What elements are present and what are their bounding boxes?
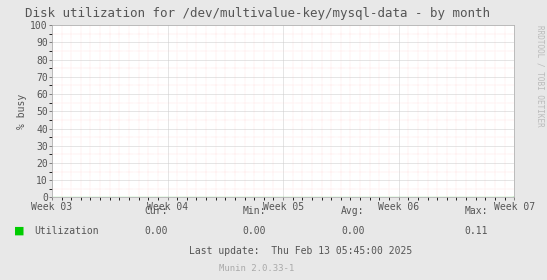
Text: Avg:: Avg: xyxy=(341,206,364,216)
Text: 0.00: 0.00 xyxy=(144,226,167,236)
Text: Utilization: Utilization xyxy=(34,226,98,236)
Text: Min:: Min: xyxy=(243,206,266,216)
Text: Disk utilization for /dev/multivalue-key/mysql-data - by month: Disk utilization for /dev/multivalue-key… xyxy=(25,7,490,20)
Text: 0.00: 0.00 xyxy=(243,226,266,236)
Text: ■: ■ xyxy=(14,226,24,236)
Text: Munin 2.0.33-1: Munin 2.0.33-1 xyxy=(219,264,295,273)
Text: 0.00: 0.00 xyxy=(341,226,364,236)
Text: Last update:  Thu Feb 13 05:45:00 2025: Last update: Thu Feb 13 05:45:00 2025 xyxy=(189,246,412,256)
Text: Max:: Max: xyxy=(464,206,487,216)
Y-axis label: % busy: % busy xyxy=(18,94,27,129)
Text: Cur:: Cur: xyxy=(144,206,167,216)
Text: RRDTOOL / TOBI OETIKER: RRDTOOL / TOBI OETIKER xyxy=(536,25,544,127)
Text: 0.11: 0.11 xyxy=(464,226,487,236)
